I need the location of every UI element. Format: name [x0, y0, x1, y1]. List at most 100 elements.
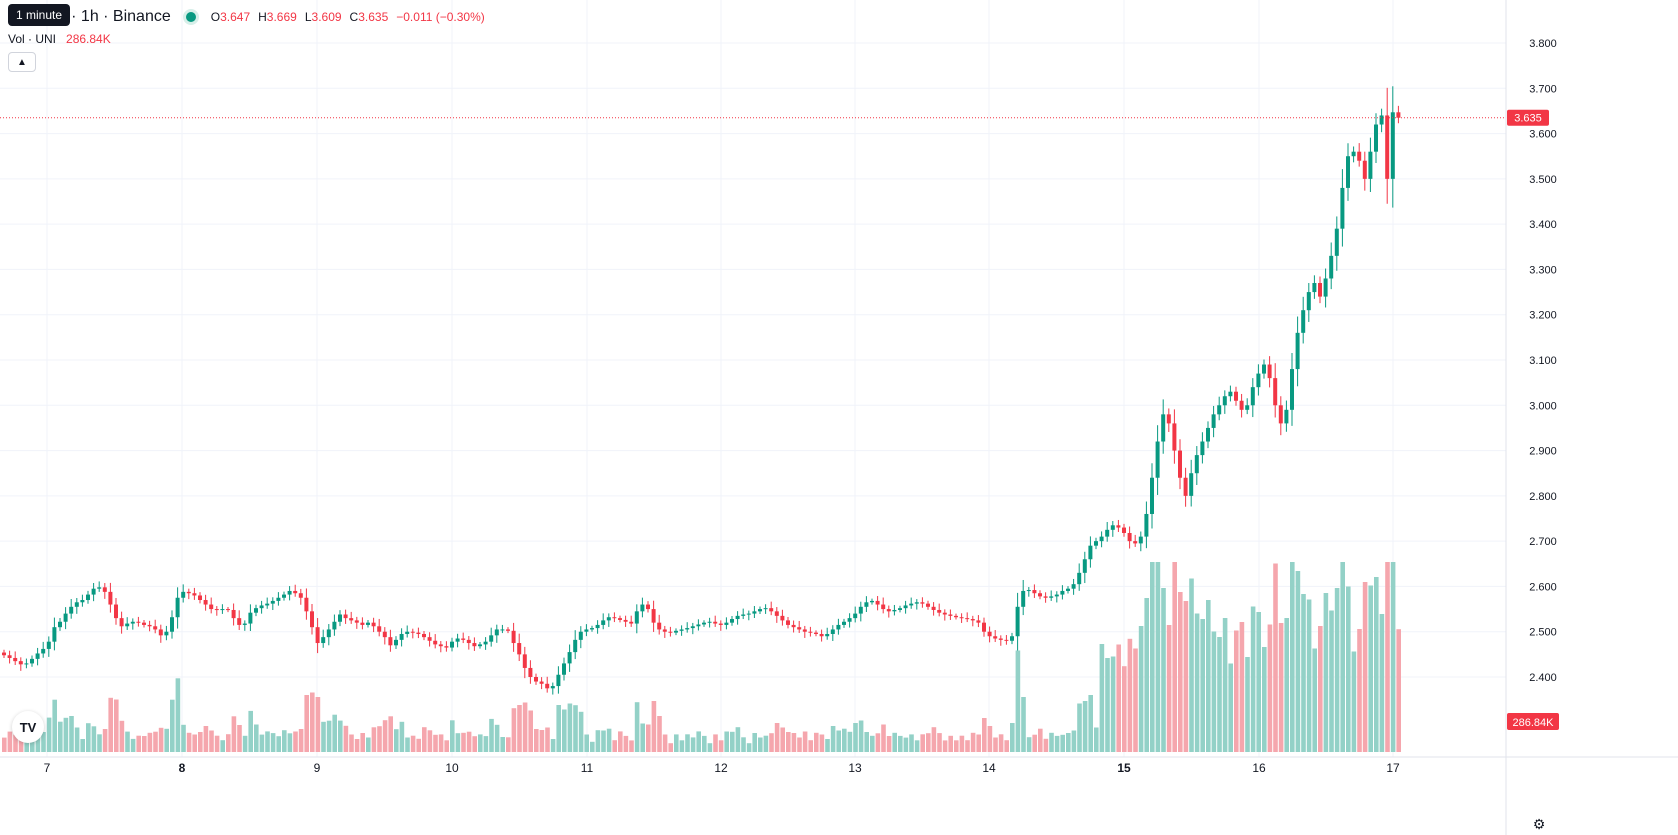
volume-bar: [472, 736, 477, 752]
candle-body: [326, 629, 331, 638]
volume-bar: [466, 731, 472, 752]
candle-body: [567, 652, 572, 664]
volume-bar: [511, 708, 517, 752]
volume-bar: [354, 739, 360, 752]
candle-body: [153, 626, 158, 630]
candle-body: [914, 602, 919, 604]
volume-bar: [1228, 663, 1233, 752]
change-value: −0.011 (−0.30%): [396, 10, 485, 24]
candle-body: [1150, 477, 1154, 514]
candle-body: [1004, 639, 1009, 641]
volume-bar: [382, 720, 388, 752]
candle-body: [102, 587, 107, 592]
volume-bar: [175, 678, 181, 752]
candle-body: [1099, 536, 1104, 542]
volume-bar: [707, 743, 713, 752]
candle-body: [1066, 588, 1070, 591]
volume-bar: [1178, 592, 1183, 752]
candle-body: [52, 627, 57, 642]
volume-bar: [254, 724, 259, 752]
volume-bar: [713, 734, 718, 752]
volume-bar: [982, 718, 987, 752]
candle-body: [494, 629, 499, 636]
volume-bar: [623, 735, 629, 752]
candle-body: [864, 602, 869, 607]
candle-body: [1189, 473, 1194, 496]
volume-bar: [1116, 644, 1121, 752]
candle-body: [690, 626, 695, 629]
candle-body: [511, 630, 516, 644]
candle-body: [802, 629, 807, 632]
volume-bar: [1222, 618, 1228, 752]
volume-bar: [478, 734, 483, 752]
market-status-icon[interactable]: [182, 9, 199, 25]
chart-settings-button[interactable]: ⚙: [1530, 815, 1548, 833]
volume-bar: [265, 731, 270, 752]
candle-body: [220, 609, 225, 611]
candle-body: [248, 612, 253, 624]
candle-body: [629, 621, 634, 624]
volume-bar: [1362, 582, 1368, 752]
candle-body: [662, 629, 667, 632]
volume-label[interactable]: Vol · UNI: [8, 32, 57, 46]
candle-body: [842, 621, 846, 625]
volume-bar: [808, 740, 813, 752]
candle-body: [875, 600, 880, 605]
volume-bar: [690, 737, 696, 752]
close-label: C: [349, 10, 359, 24]
candle-body: [366, 622, 370, 625]
candle-body: [455, 638, 460, 642]
volume-bar: [231, 716, 237, 752]
tradingview-logo[interactable]: TV: [12, 711, 44, 743]
volume-bar: [702, 735, 707, 752]
candle-body: [293, 590, 298, 594]
candle-body: [1357, 151, 1362, 161]
volume-bar: [903, 737, 909, 752]
volume-bar: [584, 734, 589, 752]
candle-body: [394, 639, 398, 646]
candle-body: [7, 655, 12, 658]
candle-body: [226, 609, 230, 611]
high-label: H: [258, 10, 267, 24]
volume-bar: [192, 734, 197, 752]
volume-bar: [534, 729, 539, 752]
candle-body: [942, 612, 947, 615]
open-value: 3.647: [220, 10, 251, 24]
candle-body: [993, 636, 998, 639]
candle-body: [741, 614, 746, 616]
candle-body: [237, 618, 242, 625]
volume-bar: [1346, 586, 1351, 752]
volume-bar: [444, 740, 449, 752]
volume-bar: [1267, 624, 1273, 752]
volume-bar: [886, 736, 892, 752]
price-tick-label: 3.800: [1529, 38, 1557, 50]
volume-bar: [170, 699, 175, 752]
candle-body: [909, 603, 914, 606]
volume-legend: Vol · UNI 286.84K: [8, 32, 111, 46]
candle-body: [399, 633, 404, 640]
volume-bar: [1161, 588, 1166, 752]
candle-body: [1312, 283, 1317, 293]
volume-bar: [1088, 695, 1093, 752]
collapse-legend-button[interactable]: ▲: [8, 52, 36, 72]
candle-body: [1346, 156, 1350, 188]
candle-body: [231, 609, 236, 619]
candle-body: [601, 620, 606, 625]
volume-bar: [58, 721, 63, 752]
candle-body: [198, 595, 202, 601]
time-tick-label: 17: [1386, 761, 1400, 775]
candle-body: [158, 629, 163, 636]
candle-body: [1183, 477, 1188, 496]
candle-body: [657, 622, 662, 630]
candle-body: [1206, 427, 1210, 442]
candle-body: [590, 628, 594, 630]
time-tick-label: 15: [1117, 761, 1131, 775]
candle-body: [931, 606, 936, 610]
time-tick-label: 10: [445, 761, 459, 775]
candle-body: [63, 613, 68, 622]
volume-bar: [377, 726, 382, 752]
volume-bar: [259, 734, 265, 752]
price-tick-label: 2.500: [1529, 627, 1557, 639]
volume-bar: [198, 732, 203, 752]
